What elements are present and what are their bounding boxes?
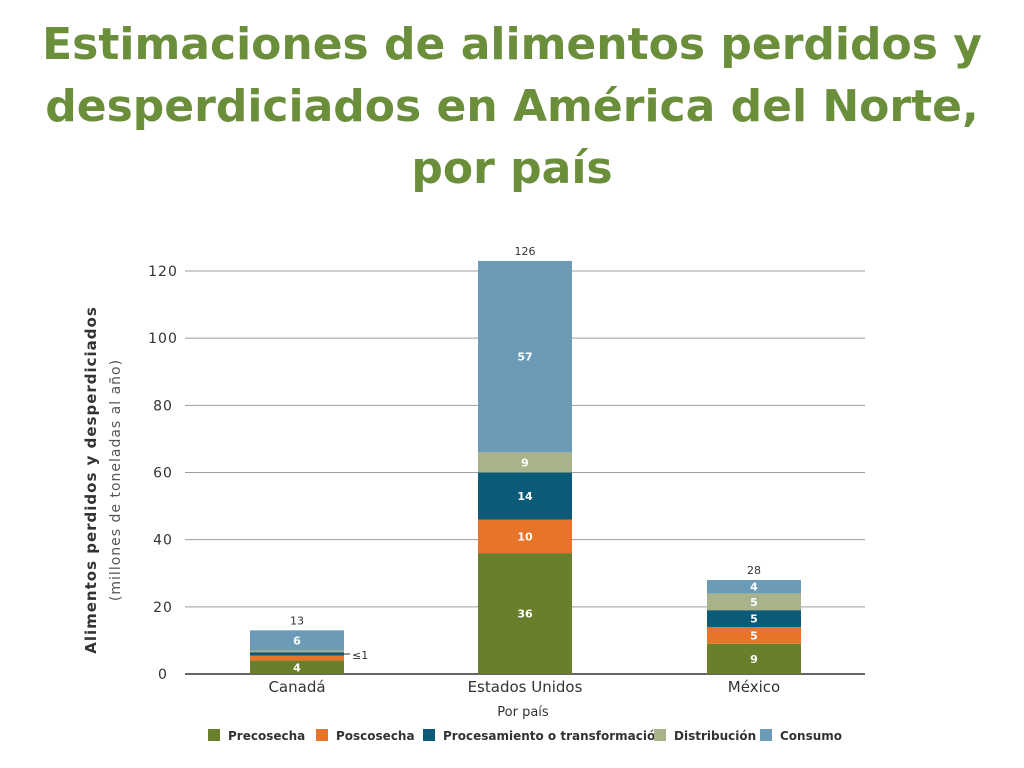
bar-segment-poscosecha [250,655,344,661]
segment-value-label: 57 [517,351,532,364]
legend-swatch [760,729,772,741]
y-axis-subtitle: (millones de toneladas al año) [108,359,124,601]
legend-swatch [423,729,435,741]
y-tick-label: 120 [148,264,178,280]
y-axis-title: Alimentos perdidos y desperdiciados [82,306,100,654]
segment-value-label: 6 [293,634,301,647]
bar-segment-consumo [478,260,572,453]
x-axis-title: Por país [497,705,549,720]
segment-value-label: 5 [750,613,758,626]
bar-segment-distribución [250,650,344,653]
bar-total-label: 126 [515,245,536,258]
legend-label: Consumo [780,729,842,743]
bar-segment-distribución [707,593,801,611]
bar-segment-poscosecha [707,626,801,644]
segment-value-label: 4 [750,581,758,594]
chart-title: Estimaciones de alimentos perdidos y des… [0,14,1024,200]
segment-value-label: 9 [750,653,758,666]
bar-segment-poscosecha [478,519,572,554]
bar-segment-consumo [250,630,344,651]
segment-value-label: 5 [750,596,758,609]
segment-value-label: 14 [517,490,533,503]
bar-total-label: 28 [747,564,761,577]
bar-segment-consumo [707,579,801,594]
segment-value-label: 4 [293,661,301,674]
title-line-3: por país [411,143,613,194]
legend-label: Poscosecha [336,729,415,743]
legend-swatch [654,729,666,741]
y-tick-label: 60 [153,466,173,482]
bar-segment-procesamiento-o-transformación [478,472,572,520]
x-category-label: Canadá [268,678,325,696]
legend-label: Procesamiento o transformación [443,729,664,743]
y-tick-label: 20 [153,600,173,616]
y-tick-label: 100 [148,331,178,347]
legend-label: Distribución [674,729,756,743]
bar-segment-procesamiento-o-transformación [250,652,344,656]
legend-swatch [208,729,220,741]
bar-segment-precosecha [478,553,572,674]
bar-total-label: 13 [290,614,304,627]
segment-value-label: 36 [517,608,533,621]
y-tick-label: 40 [153,533,173,549]
title-line-1: Estimaciones de alimentos perdidos y [42,19,982,70]
y-tick-label: 80 [153,398,173,414]
bar-segment-precosecha [250,660,344,674]
segment-value-label: 10 [517,530,533,543]
annotation-label: ≤1 [352,649,368,662]
x-category-label: Estados Unidos [468,678,583,696]
x-category-label: México [728,678,780,696]
y-tick-label: 0 [158,667,168,683]
segment-value-label: 5 [750,629,758,642]
bar-segment-procesamiento-o-transformación [707,610,801,627]
bar-segment-distribución [478,452,572,473]
title-line-2: desperdiciados en América del Norte, [45,81,979,132]
segment-value-label: 9 [521,456,529,469]
bar-segment-precosecha [707,643,801,674]
legend-label: Precosecha [228,729,305,743]
legend-swatch [316,729,328,741]
